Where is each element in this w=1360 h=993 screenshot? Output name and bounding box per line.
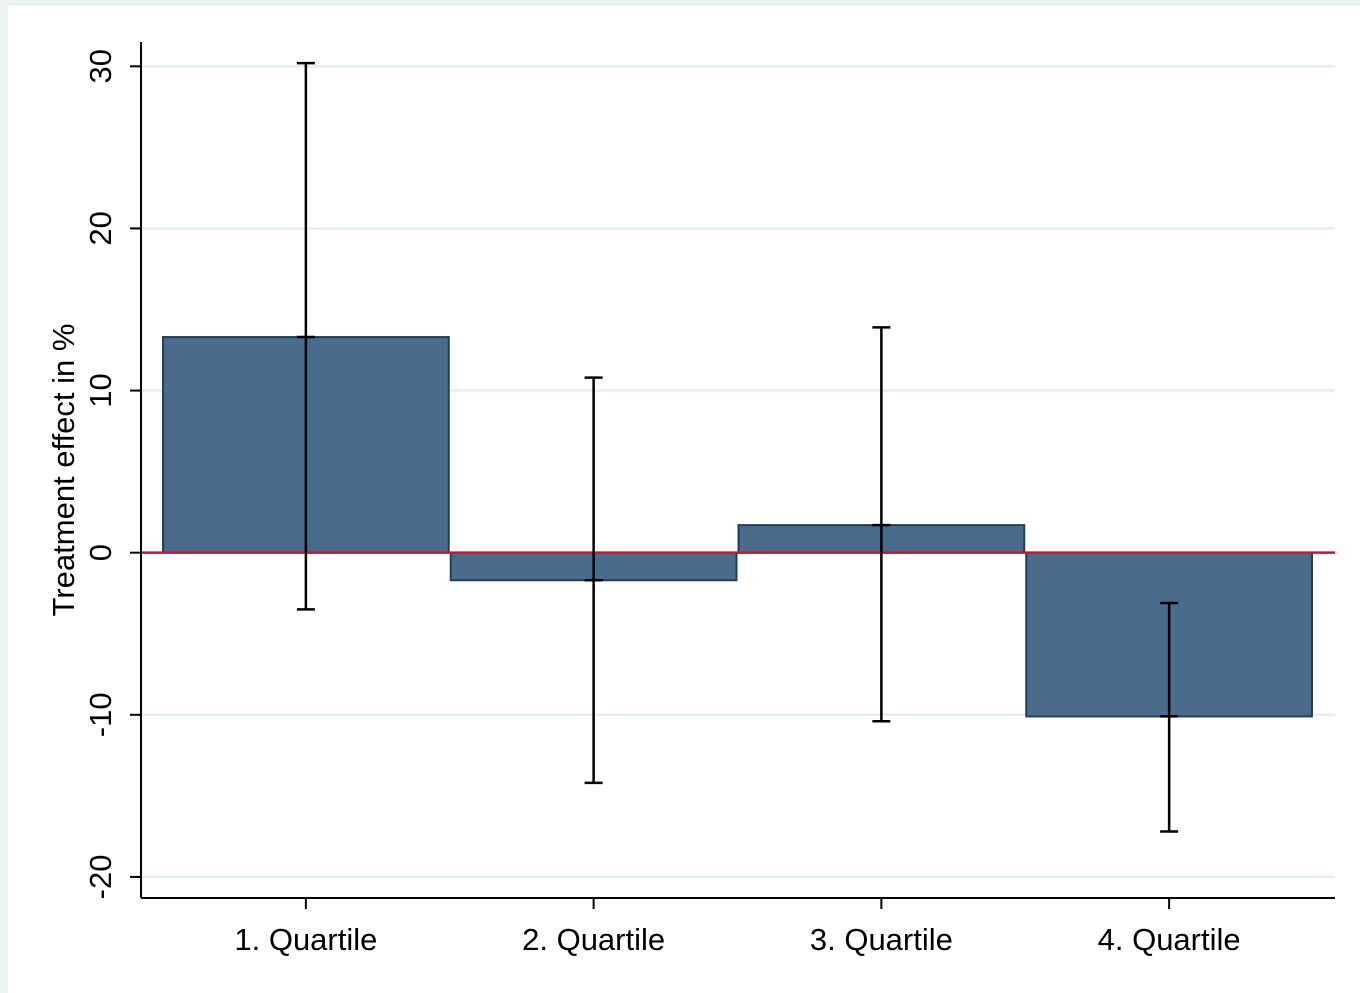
- error-bar: [296, 61, 315, 611]
- x-axis-ticks: 1. Quartile 2. Quartile 3. Quartile 4. Quar…: [234, 898, 1241, 957]
- error-bar: [584, 376, 603, 785]
- y-tick-label: 10: [83, 373, 118, 407]
- x-tick-label: 4. Quartile: [1098, 922, 1241, 957]
- bars: [162, 336, 1313, 718]
- y-axis-title: Treatment effect in %: [46, 324, 81, 617]
- y-tick-label: -10: [83, 692, 118, 737]
- y-tick-label: -20: [83, 855, 118, 900]
- axes: [140, 42, 1335, 899]
- y-tick-label: 30: [83, 49, 118, 83]
- y-tick-label: 20: [83, 211, 118, 245]
- x-tick-label: 3. Quartile: [810, 922, 953, 957]
- x-tick-label: 1. Quartile: [234, 922, 377, 957]
- y-tick-label: 0: [83, 544, 118, 561]
- y-axis-ticks: -20 -10 0 10 20 30: [83, 49, 141, 899]
- error-bars: [296, 61, 1179, 833]
- error-bar: [1160, 601, 1179, 833]
- error-bar: [872, 326, 891, 723]
- x-tick-label: 2. Quartile: [522, 922, 665, 957]
